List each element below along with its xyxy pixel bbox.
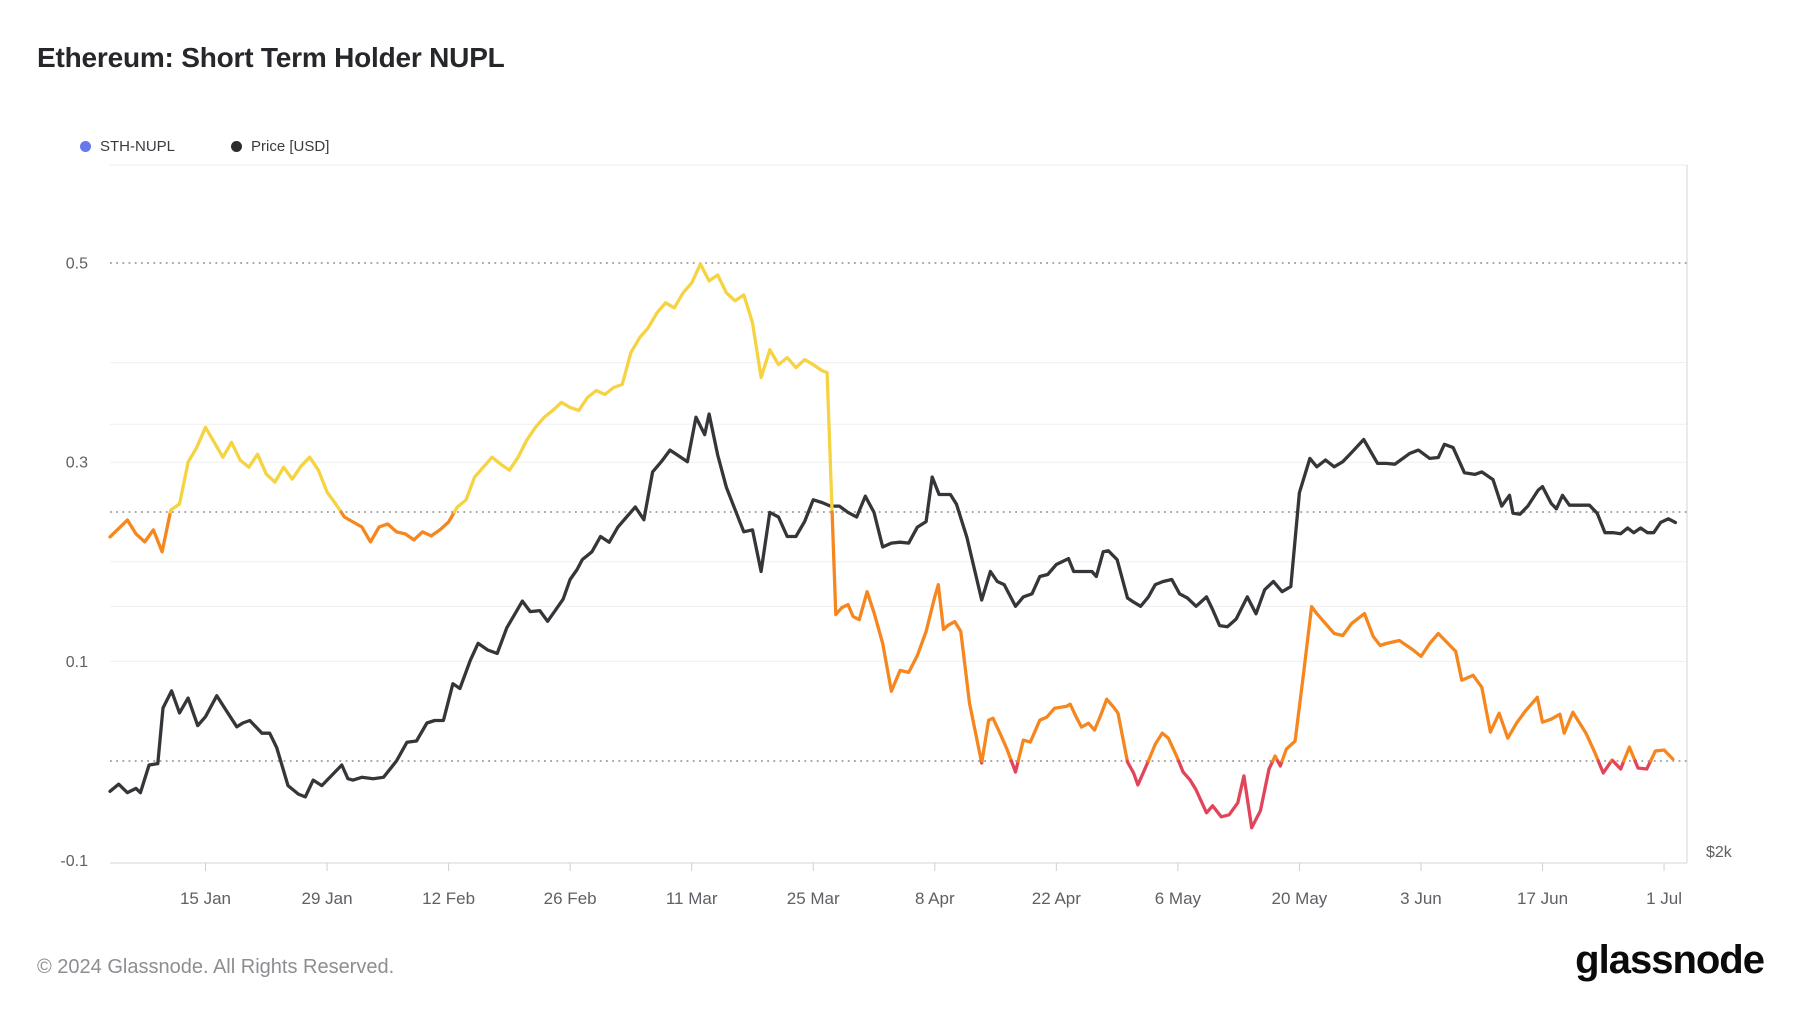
x-axis-label: 15 Jan — [180, 889, 231, 908]
chart-title: Ethereum: Short Term Holder NUPL — [37, 42, 505, 73]
x-axis-label: 3 Jun — [1400, 889, 1442, 908]
sth-nupl-line-series — [1176, 759, 1275, 830]
sth-nupl-line-series — [1146, 731, 1181, 763]
sth-nupl-line-series — [1622, 745, 1637, 763]
x-axis-label: 29 Jan — [302, 889, 353, 908]
sth-nupl-line-series — [1648, 748, 1675, 763]
legend-label: Price [USD] — [251, 138, 330, 155]
x-axis-label: 11 Mar — [666, 889, 718, 908]
legend-item-price-usd[interactable]: Price [USD] — [231, 138, 329, 155]
sth-nupl-line-series — [339, 510, 457, 544]
sth-nupl-line-series — [1276, 759, 1284, 768]
legend-item-sth-nupl[interactable]: STH-NUPL — [80, 138, 175, 155]
sth-nupl-line-series — [1611, 759, 1626, 771]
legend-dot-icon — [80, 141, 91, 152]
y-axis-label: -0.1 — [60, 853, 88, 870]
sth-nupl-line-series — [1280, 604, 1600, 763]
x-axis-label: 22 Apr — [1032, 889, 1081, 908]
price-line-series — [108, 412, 1678, 799]
sth-nupl-line-series — [452, 262, 834, 514]
x-axis-label: 25 Mar — [787, 889, 840, 908]
x-axis-label: 26 Feb — [544, 889, 597, 908]
copyright-text: © 2024 Glassnode. All Rights Reserved. — [37, 956, 395, 978]
y-axis-label: 0.5 — [66, 256, 88, 273]
x-axis-label: 6 May — [1155, 889, 1202, 908]
x-axis-label: 8 Apr — [915, 889, 955, 908]
sth-nupl-line-series — [980, 716, 1014, 763]
x-axis-label: 17 Jun — [1517, 889, 1568, 908]
y-axis-label: 0.3 — [66, 455, 88, 472]
sth-nupl-line-series — [830, 510, 983, 763]
x-axis-label: 20 May — [1272, 889, 1328, 908]
legend-dot-icon — [231, 141, 243, 152]
x-axis-label: 1 Jul — [1646, 889, 1682, 908]
sth-nupl-line-series — [1125, 759, 1150, 787]
y-axis-label: 0.1 — [66, 654, 88, 671]
sth-nupl-line-series — [1633, 759, 1653, 771]
right-axis-label: $2k — [1706, 844, 1733, 861]
sth-nupl-line-series — [1016, 697, 1129, 763]
x-axis-label: 12 Feb — [422, 889, 475, 908]
sth-nupl-line-series — [1271, 754, 1280, 763]
sth-nupl-line-series — [1596, 759, 1613, 775]
legend-label: STH-NUPL — [100, 138, 176, 155]
glassnode-logo: glassnode — [1575, 938, 1765, 982]
sth-nupl-line-series — [108, 510, 173, 554]
sth-nupl-line-series — [1009, 759, 1020, 774]
sth-nupl-line-series — [168, 425, 343, 514]
chart-legend: STH-NUPL Price [USD] — [80, 138, 329, 155]
